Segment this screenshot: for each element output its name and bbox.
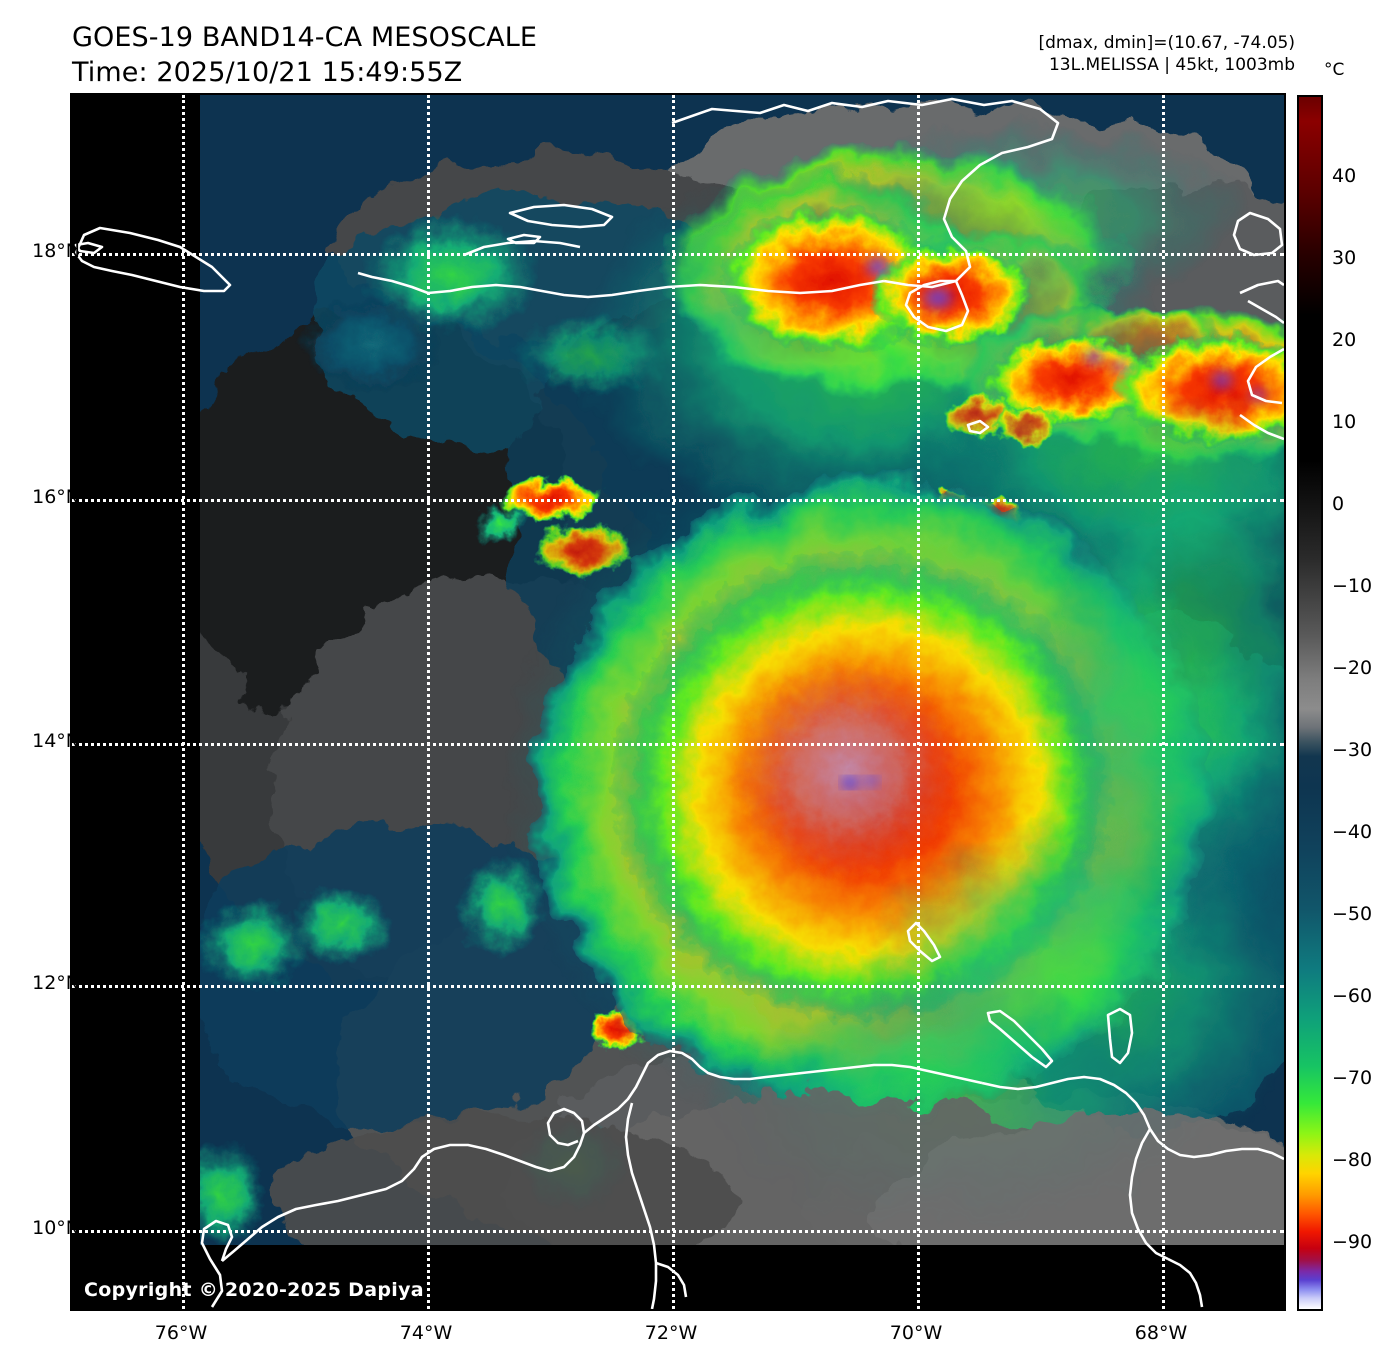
- cbtick-30: 30: [1332, 247, 1357, 269]
- cbtick-m70: −70: [1332, 1067, 1373, 1089]
- cbtick-20: 20: [1332, 329, 1357, 351]
- cbtick-m20: −20: [1332, 657, 1373, 679]
- colorbar-gradient: [1299, 97, 1321, 1309]
- ytick-12n: 12°N: [32, 972, 80, 994]
- xtick-74w: 74°W: [399, 1322, 453, 1344]
- cbtick-m50: −50: [1332, 903, 1373, 925]
- cbtick-m40: −40: [1332, 821, 1373, 843]
- ytick-10n: 10°N: [32, 1217, 80, 1239]
- satellite-image-plot[interactable]: Copyright © 2020-2025 Dapiya: [70, 93, 1286, 1311]
- metadata-block: [dmax, dmin]=(10.67, -74.05) 13L.MELISSA…: [1038, 32, 1295, 76]
- page-title: GOES-19 BAND14-CA MESOSCALE: [72, 22, 538, 53]
- cbtick-m60: −60: [1332, 985, 1373, 1007]
- satellite-imagery: [72, 95, 1284, 1309]
- cbtick-40: 40: [1332, 165, 1357, 187]
- xtick-68w: 68°W: [1134, 1322, 1188, 1344]
- ytick-14n: 14°N: [32, 730, 80, 752]
- cbtick-0: 0: [1332, 493, 1345, 515]
- colorbar[interactable]: [1297, 95, 1323, 1311]
- title-block: GOES-19 BAND14-CA MESOSCALE Time: 2025/1…: [72, 20, 537, 90]
- copyright-label: Copyright © 2020-2025 Dapiya: [84, 1279, 424, 1301]
- cbtick-m30: −30: [1332, 739, 1373, 761]
- xtick-76w: 76°W: [154, 1322, 208, 1344]
- cbtick-10: 10: [1332, 411, 1357, 433]
- storm-info-label: 13L.MELISSA | 45kt, 1003mb: [1048, 55, 1295, 76]
- dmax-dmin-label: [dmax, dmin]=(10.67, -74.05): [1038, 33, 1295, 53]
- cbtick-m10: −10: [1332, 575, 1373, 597]
- ytick-16n: 16°N: [32, 486, 80, 508]
- colorbar-unit-label: °C: [1324, 60, 1345, 80]
- timestamp-label: Time: 2025/10/21 15:49:55Z: [72, 57, 463, 89]
- xtick-72w: 72°W: [644, 1322, 698, 1344]
- ytick-18n: 18°N: [32, 240, 80, 262]
- xtick-70w: 70°W: [889, 1322, 943, 1344]
- cbtick-m90: −90: [1332, 1231, 1373, 1253]
- cbtick-m80: −80: [1332, 1149, 1373, 1171]
